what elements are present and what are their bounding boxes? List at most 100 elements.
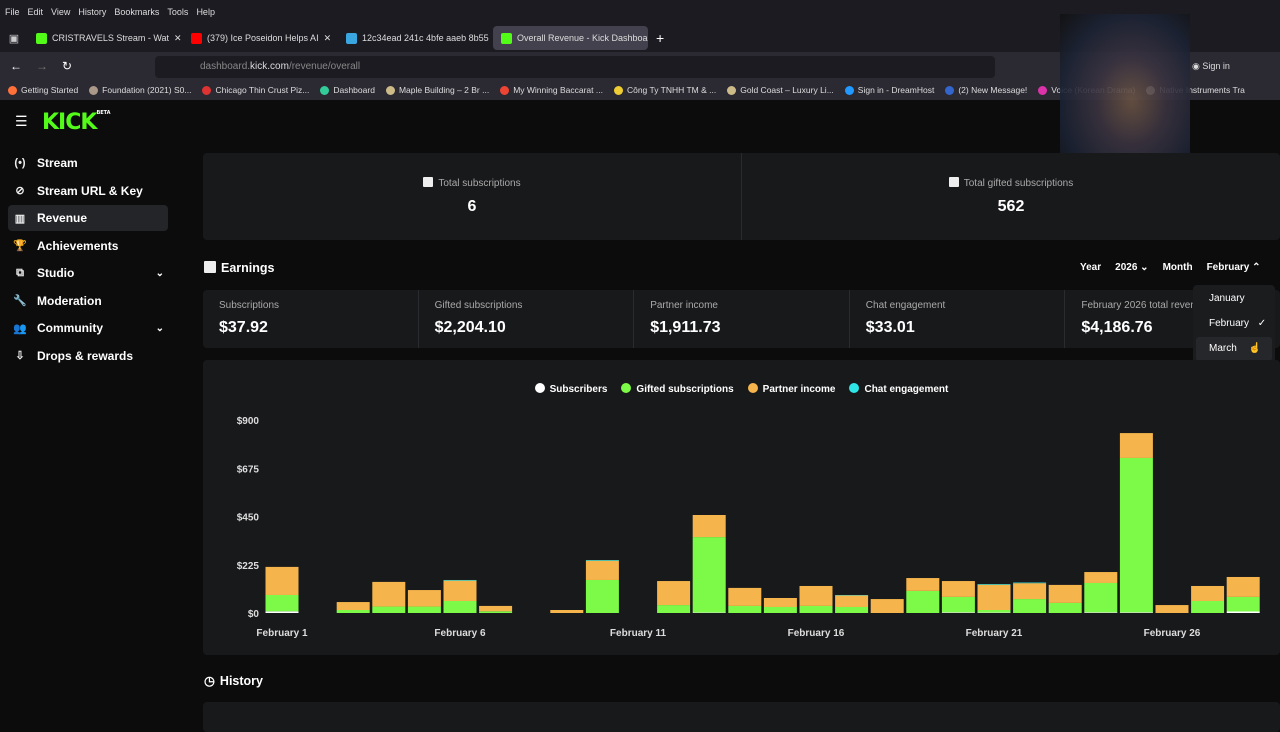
bar-segment-partner-income[interactable] [835, 595, 868, 607]
bar-segment-gifted-subscriptions[interactable] [657, 605, 690, 613]
bar-segment-subscribers[interactable] [266, 611, 299, 613]
bookmark-item[interactable]: Dashboard [320, 85, 375, 95]
bar-segment-gifted-subscriptions[interactable] [1191, 601, 1224, 613]
sidebar-item-moderation[interactable]: 🔧Moderation [8, 288, 168, 314]
close-tab-icon[interactable]: ✕ [324, 33, 332, 44]
bookmark-item[interactable]: Maple Building – 2 Br ... [386, 85, 489, 95]
bar-segment-partner-income[interactable] [764, 598, 797, 607]
bookmark-item[interactable]: Getting Started [8, 85, 78, 95]
bar-segment-gifted-subscriptions[interactable] [1013, 599, 1046, 613]
bar-segment-partner-income[interactable] [444, 581, 477, 601]
bar-segment-gifted-subscriptions[interactable] [266, 595, 299, 611]
bookmark-item[interactable]: My Winning Baccarat ... [500, 85, 603, 95]
sidebar-item-community[interactable]: 👥Community⌄ [8, 315, 168, 341]
menu-bookmarks[interactable]: Bookmarks [114, 7, 159, 17]
bar-segment-gifted-subscriptions[interactable] [1084, 583, 1117, 612]
menu-edit[interactable]: Edit [28, 7, 44, 17]
sidebar-item-revenue[interactable]: ▥Revenue [8, 205, 168, 231]
tab-overall-revenue[interactable]: Overall Revenue - Kick Dashboa✕ [493, 26, 648, 50]
sidebar-item-drops-rewards[interactable]: ⇩Drops & rewards [8, 343, 168, 369]
back-icon[interactable]: ← [10, 59, 22, 73]
bar-segment-gifted-subscriptions[interactable] [1120, 458, 1153, 612]
bar-segment-gifted-subscriptions[interactable] [906, 591, 939, 613]
tab-cristravels[interactable]: CRISTRAVELS Stream - Wat✕ [28, 26, 183, 50]
bar-segment-gifted-subscriptions[interactable] [978, 610, 1011, 613]
bar-segment-partner-income[interactable] [1120, 433, 1153, 458]
bar-segment-partner-income[interactable] [1084, 572, 1117, 583]
month-option-february[interactable]: February ✓ [1196, 312, 1272, 336]
sidebar-item-stream-url-key[interactable]: ⊘Stream URL & Key [8, 178, 168, 204]
bar-segment-gifted-subscriptions[interactable] [372, 607, 405, 613]
hamburger-menu-icon[interactable]: ☰ [15, 113, 28, 130]
bar-segment-subscribers[interactable] [942, 612, 975, 613]
close-tab-icon[interactable]: ✕ [174, 33, 182, 44]
bar-segment-gifted-subscriptions[interactable] [693, 537, 726, 612]
bar-segment-partner-income[interactable] [586, 561, 619, 580]
chevron-down-icon[interactable]: ⌄ [156, 323, 164, 334]
bar-segment-subscribers[interactable] [1084, 612, 1117, 613]
sign-in-button[interactable]: ◉ Sign in [1192, 61, 1230, 72]
bar-segment-partner-income[interactable] [1156, 605, 1189, 613]
forward-icon[interactable]: → [36, 59, 48, 73]
bar-segment-gifted-subscriptions[interactable] [728, 606, 761, 613]
year-select[interactable]: 2026 ⌄ [1115, 262, 1148, 273]
bar-segment-partner-income[interactable] [1049, 585, 1082, 603]
bookmark-item[interactable]: Công Ty TNHH TM & ... [614, 85, 716, 95]
sidebar-item-stream[interactable]: (•)Stream [8, 150, 168, 176]
bar-segment-gifted-subscriptions[interactable] [479, 611, 512, 613]
bar-segment-partner-income[interactable] [800, 586, 833, 606]
bar-segment-gifted-subscriptions[interactable] [942, 597, 975, 612]
sidebar-item-achievements[interactable]: 🏆Achievements [8, 233, 168, 259]
month-option-january[interactable]: January [1196, 287, 1272, 311]
new-tab-button[interactable]: + [656, 30, 664, 46]
bar-segment-partner-income[interactable] [1013, 583, 1046, 599]
bar-segment-gifted-subscriptions[interactable] [1049, 603, 1082, 613]
bar-segment-chat-engagement[interactable] [978, 584, 1011, 585]
bar-segment-partner-income[interactable] [1227, 577, 1260, 597]
bar-segment-partner-income[interactable] [906, 578, 939, 591]
url-bar[interactable]: dashboard.kick.com/revenue/overall [155, 56, 995, 78]
bar-segment-partner-income[interactable] [337, 602, 370, 610]
bar-segment-gifted-subscriptions[interactable] [586, 580, 619, 613]
bar-segment-gifted-subscriptions[interactable] [1227, 597, 1260, 612]
bookmark-item[interactable]: Chicago Thin Crust Piz... [202, 85, 309, 95]
bar-segment-partner-income[interactable] [1191, 586, 1224, 601]
chevron-down-icon[interactable]: ⌄ [156, 268, 164, 279]
menu-file[interactable]: File [5, 7, 20, 17]
menu-tools[interactable]: Tools [167, 7, 188, 17]
tab-hash[interactable]: 12c34ead 241c 4bfe aaeb 8b55✕ [338, 26, 493, 50]
sidebar-item-studio[interactable]: ⧉Studio⌄ [8, 260, 168, 286]
reload-icon[interactable]: ↻ [62, 59, 72, 73]
bar-segment-partner-income[interactable] [728, 588, 761, 606]
menu-history[interactable]: History [78, 7, 106, 17]
bookmark-item[interactable]: Sign in - DreamHost [845, 85, 935, 95]
bar-segment-subscribers[interactable] [1227, 611, 1260, 613]
bar-segment-gifted-subscriptions[interactable] [800, 606, 833, 613]
bookmark-item[interactable]: Foundation (2021) S0... [89, 85, 191, 95]
bar-segment-gifted-subscriptions[interactable] [408, 607, 441, 613]
menu-help[interactable]: Help [196, 7, 215, 17]
tab-youtube[interactable]: (379) Ice Poseidon Helps AI✕ [183, 26, 338, 50]
month-select[interactable]: February ⌃ [1207, 262, 1261, 273]
bar-segment-gifted-subscriptions[interactable] [835, 607, 868, 613]
bar-segment-partner-income[interactable] [871, 599, 904, 613]
bookmark-item[interactable]: (2) New Message! [945, 85, 1027, 95]
bar-segment-partner-income[interactable] [479, 606, 512, 611]
bar-segment-chat-engagement[interactable] [1013, 583, 1046, 584]
tab-list-icon[interactable]: ▣ [0, 32, 28, 45]
bar-segment-partner-income[interactable] [372, 582, 405, 607]
bar-segment-partner-income[interactable] [657, 581, 690, 605]
bar-segment-partner-income[interactable] [550, 610, 583, 613]
menu-view[interactable]: View [51, 7, 70, 17]
bar-segment-partner-income[interactable] [942, 581, 975, 597]
bar-segment-partner-income[interactable] [266, 567, 299, 595]
kick-logo[interactable]: KICKBETA [42, 110, 111, 135]
bar-segment-chat-engagement[interactable] [586, 560, 619, 561]
bar-segment-partner-income[interactable] [978, 585, 1011, 610]
bar-segment-subscribers[interactable] [1120, 612, 1153, 613]
bar-segment-partner-income[interactable] [693, 515, 726, 537]
bar-segment-chat-engagement[interactable] [444, 580, 477, 581]
bar-segment-gifted-subscriptions[interactable] [764, 607, 797, 613]
bookmark-item[interactable]: Gold Coast – Luxury Li... [727, 85, 834, 95]
month-option-march[interactable]: March☝ [1196, 337, 1272, 361]
